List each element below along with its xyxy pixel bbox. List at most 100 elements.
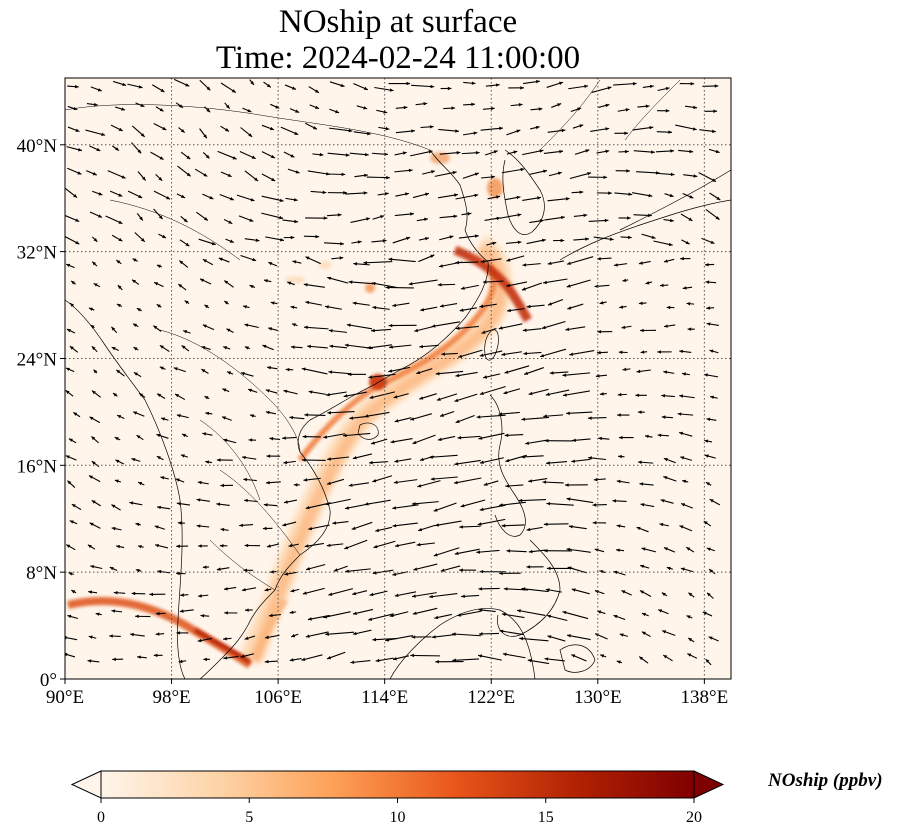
wind-arrow bbox=[567, 303, 584, 310]
wind-arrow bbox=[395, 192, 410, 197]
wind-arrow bbox=[241, 455, 257, 460]
wind-arrow bbox=[327, 152, 350, 157]
wind-arrow bbox=[132, 323, 139, 328]
strait-plume bbox=[193, 628, 252, 664]
wind-arrow bbox=[327, 410, 355, 415]
wind-arrow bbox=[180, 454, 188, 458]
wind-arrow bbox=[681, 372, 690, 376]
wind-arrow bbox=[301, 458, 326, 462]
wind-arrow bbox=[639, 590, 652, 598]
wind-vectors bbox=[65, 78, 721, 666]
wind-arrow bbox=[372, 305, 390, 310]
y-tick-label: 40°N bbox=[17, 136, 58, 157]
wind-arrow bbox=[289, 610, 297, 615]
wind-arrow bbox=[116, 259, 122, 265]
wind-arrow bbox=[199, 128, 208, 139]
wind-arrow bbox=[68, 438, 77, 444]
wind-arrow bbox=[483, 373, 501, 379]
wind-arrow bbox=[326, 172, 346, 177]
wind-arrow bbox=[504, 195, 521, 201]
wind-arrow bbox=[262, 526, 273, 531]
wind-arrow bbox=[132, 258, 138, 262]
wind-arrow bbox=[328, 329, 348, 333]
wind-arrow bbox=[137, 655, 147, 659]
wind-arrow bbox=[305, 256, 321, 265]
wind-arrow bbox=[198, 544, 208, 548]
wind-arrow bbox=[92, 190, 103, 196]
wind-arrow bbox=[67, 167, 82, 175]
wind-arrow bbox=[226, 328, 234, 333]
wind-arrow bbox=[613, 81, 637, 86]
wind-arrow bbox=[328, 370, 352, 375]
wind-arrow bbox=[703, 373, 719, 378]
wind-arrow bbox=[270, 301, 278, 305]
wind-arrow bbox=[205, 460, 213, 464]
wind-arrow bbox=[220, 527, 229, 532]
wind-arrow bbox=[434, 170, 457, 177]
wind-arrow bbox=[223, 655, 239, 660]
wind-arrow bbox=[510, 103, 523, 107]
wind-arrow bbox=[619, 305, 627, 309]
wind-arrow bbox=[453, 477, 482, 485]
wind-arrow bbox=[567, 566, 588, 574]
wind-arrow bbox=[377, 192, 389, 196]
wind-arrow bbox=[280, 126, 299, 136]
wind-arrow bbox=[136, 213, 144, 221]
wind-arrow bbox=[342, 432, 371, 438]
wind-arrow bbox=[156, 505, 171, 510]
wind-arrow bbox=[203, 657, 210, 662]
wind-arrow bbox=[542, 480, 564, 484]
wind-arrow bbox=[324, 242, 344, 246]
wind-arrow bbox=[507, 308, 525, 313]
wind-arrow bbox=[325, 391, 347, 397]
wind-arrow bbox=[638, 260, 651, 265]
coastline-china bbox=[297, 149, 489, 453]
wind-arrow bbox=[615, 548, 625, 552]
wind-arrow bbox=[681, 239, 690, 245]
wind-arrow bbox=[178, 659, 187, 664]
wind-arrow bbox=[590, 127, 610, 132]
wind-arrow bbox=[680, 256, 691, 261]
wind-arrow bbox=[176, 414, 189, 419]
wind-arrow bbox=[451, 632, 482, 637]
wind-arrow bbox=[414, 325, 435, 333]
wind-arrow bbox=[67, 480, 76, 488]
wind-arrow bbox=[223, 218, 233, 225]
wind-arrow bbox=[613, 614, 626, 620]
wind-arrow bbox=[482, 280, 504, 284]
wind-arrow bbox=[65, 367, 75, 373]
x-tick-label: 98°E bbox=[152, 687, 190, 708]
wind-arrow bbox=[328, 127, 353, 133]
wind-arrow bbox=[176, 544, 189, 548]
coastline-philippines bbox=[497, 539, 561, 637]
wind-arrow bbox=[566, 411, 593, 416]
wind-arrow bbox=[177, 165, 191, 177]
wind-arrow bbox=[412, 607, 438, 615]
wind-arrow bbox=[216, 567, 230, 571]
wind-arrow bbox=[204, 106, 211, 113]
wind-arrow bbox=[543, 548, 573, 553]
wind-arrow bbox=[265, 480, 281, 485]
wind-arrow bbox=[481, 327, 497, 334]
wind-arrow bbox=[156, 393, 166, 399]
wind-arrow bbox=[116, 414, 125, 420]
wind-arrow bbox=[422, 170, 436, 175]
wind-arrow bbox=[588, 456, 607, 461]
wind-arrow bbox=[574, 149, 590, 155]
wind-arrow bbox=[522, 196, 542, 201]
wind-arrow bbox=[522, 328, 542, 332]
wind-arrow bbox=[663, 370, 675, 374]
wind-arrow bbox=[637, 460, 654, 465]
wind-arrow bbox=[109, 566, 118, 571]
wind-arrow bbox=[566, 634, 591, 641]
wind-arrow bbox=[504, 365, 530, 374]
wind-arrow bbox=[462, 172, 480, 179]
wind-arrow bbox=[181, 433, 188, 438]
wind-arrow bbox=[352, 608, 374, 615]
wind-arrow bbox=[352, 590, 368, 596]
wind-arrow bbox=[618, 216, 631, 220]
wind-arrow bbox=[460, 499, 486, 508]
wind-arrow bbox=[248, 438, 257, 442]
wind-arrow bbox=[477, 654, 502, 661]
wind-arrow bbox=[86, 170, 97, 176]
